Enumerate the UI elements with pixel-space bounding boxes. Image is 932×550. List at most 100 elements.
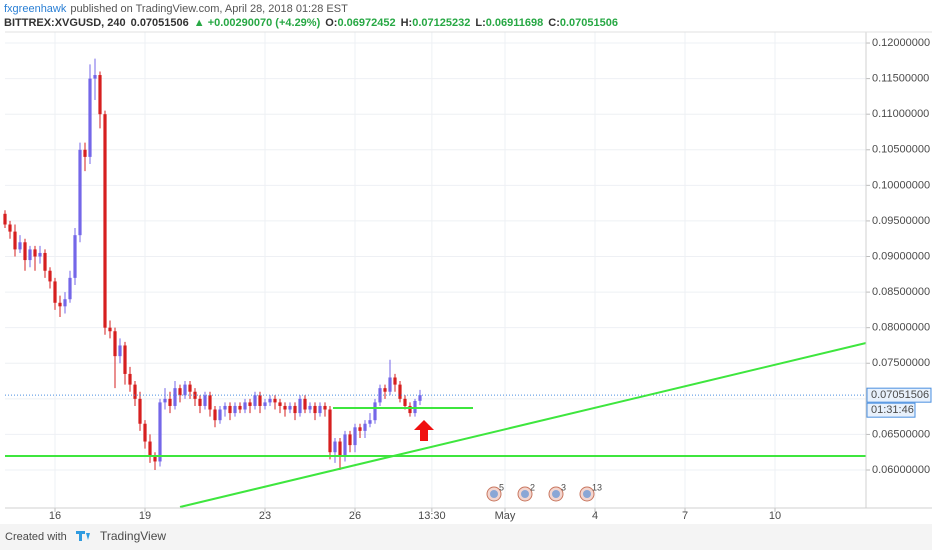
- l-value: 0.06911698: [486, 17, 544, 29]
- y-tick-label: 0.10500000: [872, 144, 930, 156]
- candle-body: [333, 441, 337, 453]
- footer-brand[interactable]: TradingView: [100, 529, 166, 543]
- candle-body: [73, 235, 77, 278]
- event-count: 13: [592, 482, 602, 492]
- candle-body: [18, 242, 22, 250]
- legend: BITTREX:XVGUSD, 240 0.07051506 ▲ +0.002900…: [4, 17, 618, 29]
- candle-body: [43, 252, 47, 271]
- events: 5 2 3 13: [486, 482, 602, 502]
- candle-body: [3, 213, 7, 225]
- candle-body: [138, 398, 142, 424]
- candle-body: [133, 384, 137, 399]
- candle-body: [213, 409, 217, 421]
- candle-body: [13, 231, 17, 250]
- countdown: 01:31:46: [871, 404, 914, 416]
- candle-body: [363, 423, 367, 431]
- x-tick-label: 7: [682, 510, 688, 522]
- h-value: 0.07125232: [412, 17, 470, 29]
- drawings: [5, 342, 867, 508]
- footer-logo[interactable]: [76, 531, 90, 541]
- candle-body: [108, 327, 112, 332]
- author[interactable]: fxgreenhawk: [4, 3, 67, 15]
- c-label: C:: [548, 17, 560, 29]
- symbol: BITTREX:XVGUSD, 240: [4, 17, 126, 29]
- candle-body: [123, 345, 127, 374]
- candle-body: [313, 405, 317, 414]
- candle-body: [343, 434, 347, 456]
- y-tick-label: 0.09000000: [872, 250, 930, 262]
- y-tick-label: 0.06500000: [872, 428, 930, 440]
- candle-body: [218, 409, 222, 421]
- y-tick-label: 0.11500000: [872, 73, 929, 85]
- c-value: 0.07051506: [560, 17, 618, 29]
- l-label: L:: [475, 17, 485, 29]
- candle-body: [323, 405, 327, 410]
- candles: [3, 58, 866, 470]
- candle-body: [103, 114, 107, 328]
- x-tick-label: 13:30: [418, 510, 446, 522]
- candle-body: [338, 441, 342, 456]
- y-tick-label: 0.09500000: [872, 215, 930, 227]
- change: ▲ +0.00290070 (+4.29%): [194, 17, 321, 29]
- candle-body: [358, 427, 362, 431]
- candle-body: [243, 402, 247, 410]
- candle-body: [88, 78, 92, 157]
- candle-body: [403, 398, 407, 406]
- y-tick-label: 0.06000000: [872, 464, 930, 476]
- x-tick-label: 16: [49, 510, 61, 522]
- event-icon-inner: [583, 490, 591, 498]
- candle-body: [233, 405, 237, 414]
- candle-body: [53, 281, 57, 303]
- candle-body: [398, 384, 402, 399]
- o-label: O:: [325, 17, 337, 29]
- x-tick-label: 26: [349, 510, 361, 522]
- candle-body: [178, 388, 182, 396]
- o-value: 0.06972452: [337, 17, 395, 29]
- candle-body: [198, 398, 202, 406]
- candle-body: [258, 395, 262, 406]
- candle-body: [353, 427, 357, 446]
- x-tick-label: 10: [769, 510, 781, 522]
- candle-body: [158, 402, 162, 462]
- candle-body: [203, 395, 207, 406]
- y-tick-label: 0.10000000: [872, 179, 930, 191]
- candle-body: [58, 302, 62, 307]
- candle-body: [248, 402, 252, 406]
- candle-body: [48, 270, 52, 282]
- footer-created: Created with: [5, 531, 67, 543]
- candle-body: [238, 405, 242, 410]
- y-tick-label: 0.11000000: [872, 108, 929, 120]
- candle-body: [373, 402, 377, 421]
- header: fxgreenhawk published on TradingView.com,…: [4, 3, 348, 15]
- candle-body: [98, 75, 102, 115]
- arrow: [414, 420, 434, 441]
- event-count: 3: [561, 482, 566, 492]
- candle-body: [308, 405, 312, 410]
- y-tick-label: 0.07500000: [872, 357, 930, 369]
- candle-body: [388, 377, 392, 392]
- candle-body: [408, 405, 412, 414]
- candle-body: [253, 395, 257, 406]
- logo-icon[interactable]: [76, 531, 90, 541]
- candle-body: [93, 75, 97, 79]
- x-tick-label: 19: [139, 510, 151, 522]
- candle-body: [113, 331, 117, 357]
- candle-body: [83, 149, 87, 157]
- trend-line[interactable]: [179, 342, 867, 508]
- candle-body: [153, 455, 157, 462]
- candle-body: [273, 398, 277, 403]
- y-tick-label: 0.08500000: [872, 286, 930, 298]
- candle-body: [283, 405, 287, 410]
- x-tick-label: May: [495, 510, 516, 522]
- candle-body: [68, 277, 72, 300]
- y-tick-label: 0.08000000: [872, 322, 930, 334]
- candle-body: [23, 242, 27, 261]
- candle-body: [318, 405, 322, 414]
- candle-body: [348, 434, 352, 446]
- candle-body: [128, 373, 132, 385]
- event-icon-inner: [552, 490, 560, 498]
- candle-body: [228, 405, 232, 414]
- footer-bar: [0, 524, 932, 550]
